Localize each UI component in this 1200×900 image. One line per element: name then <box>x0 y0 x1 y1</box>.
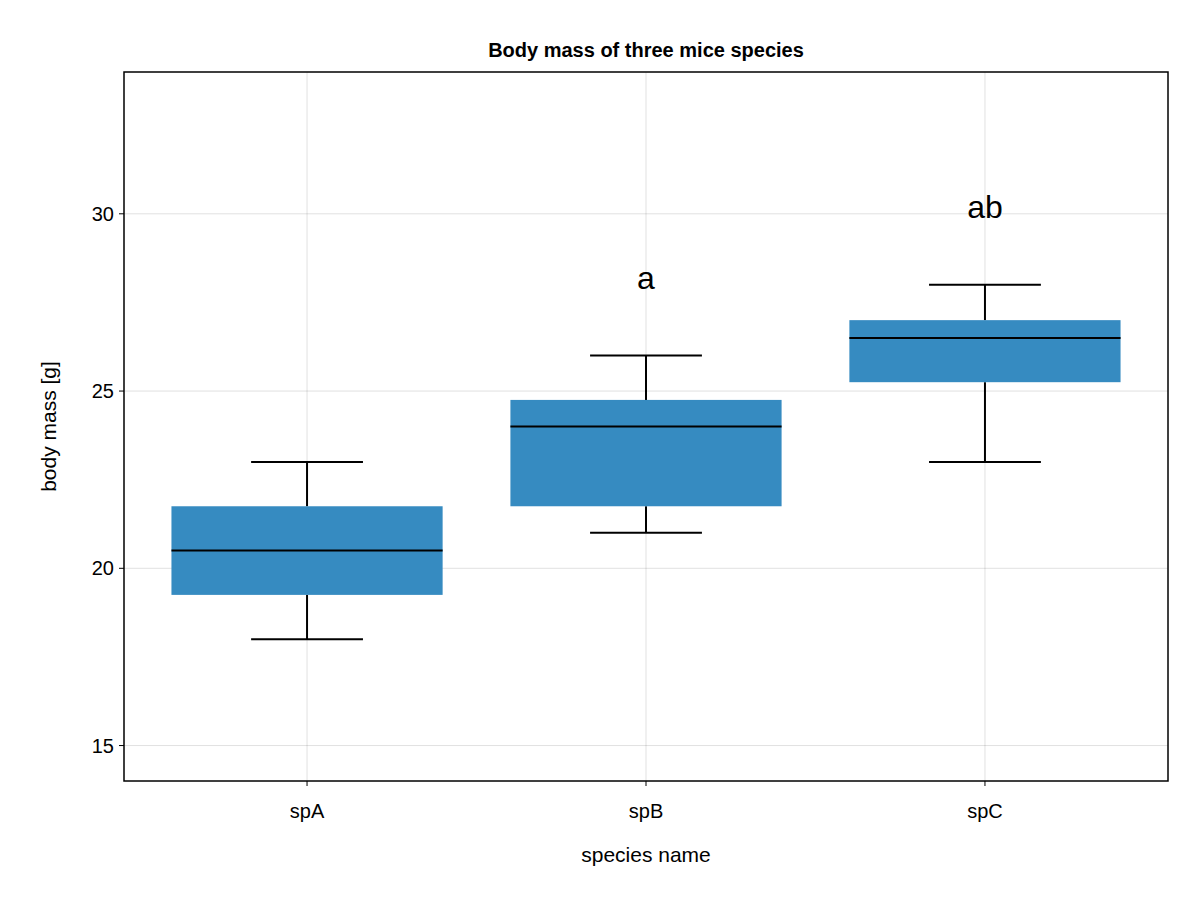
tick <box>307 781 308 786</box>
tick <box>119 745 124 746</box>
median <box>849 337 1120 339</box>
tick-label: spA <box>290 800 325 822</box>
tick <box>119 391 124 392</box>
chart: 15 20 25 30 spA spB spC a ab Body mass of three m… <box>0 0 1200 900</box>
tick-label: 15 <box>92 735 114 757</box>
whisker <box>306 595 308 639</box>
tick <box>119 213 124 214</box>
median <box>171 550 442 552</box>
whisker <box>984 285 986 320</box>
x-label: species name <box>581 843 711 866</box>
grid-line <box>984 72 985 781</box>
annotation: a <box>637 260 655 296</box>
tick <box>119 568 124 569</box>
whisker <box>645 506 647 533</box>
whisker-cap <box>590 355 702 357</box>
annotation: ab <box>967 189 1003 225</box>
whisker <box>306 462 308 506</box>
tick-label: 25 <box>92 380 114 402</box>
tick <box>984 781 985 786</box>
box <box>171 506 442 595</box>
whisker <box>645 356 647 400</box>
whisker-cap <box>251 461 363 463</box>
tick-label: spC <box>967 800 1003 822</box>
boxes <box>171 285 1120 640</box>
whisker-cap <box>251 638 363 640</box>
whisker-cap <box>929 461 1041 463</box>
tick <box>646 781 647 786</box>
box <box>510 400 781 506</box>
frame <box>124 72 1168 781</box>
whisker-cap <box>929 284 1041 286</box>
title: Body mass of three mice species <box>488 39 804 61</box>
tick-label: spB <box>629 800 663 822</box>
median <box>510 426 781 428</box>
box <box>849 320 1120 382</box>
y-label: body mass [g] <box>37 361 60 492</box>
tick-label: 30 <box>92 203 114 225</box>
whisker <box>984 382 986 462</box>
tick-label: 20 <box>92 557 114 579</box>
whisker-cap <box>590 532 702 534</box>
grid-line <box>307 72 308 781</box>
